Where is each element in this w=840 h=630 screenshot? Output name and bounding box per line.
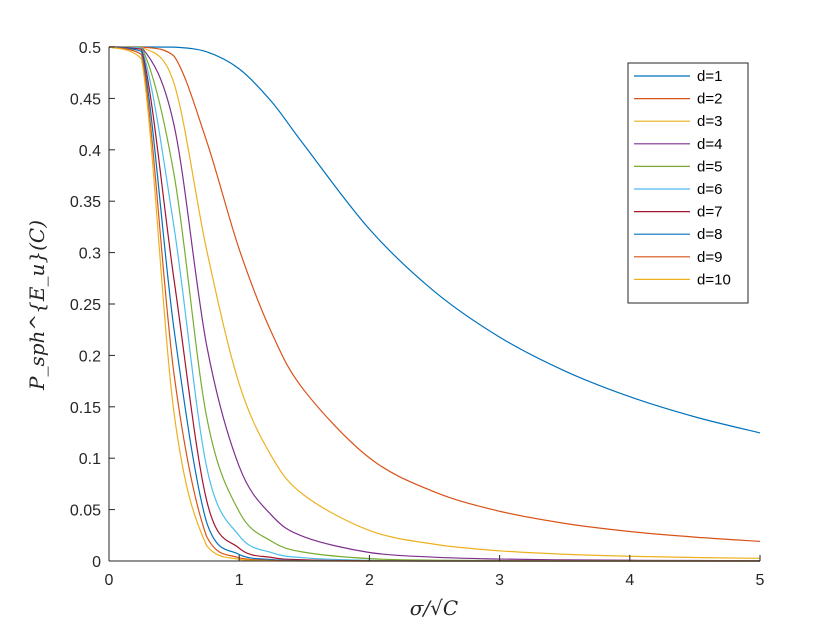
legend-label: d=4 xyxy=(697,136,722,153)
x-tick-label: 4 xyxy=(625,572,634,589)
legend-label: d=2 xyxy=(697,91,722,108)
y-tick-label: 0.3 xyxy=(79,246,101,263)
legend-label: d=9 xyxy=(697,249,722,266)
x-tick-label: 0 xyxy=(105,572,114,589)
x-tick-label: 1 xyxy=(235,572,244,589)
y-tick-label: 0.25 xyxy=(70,297,101,314)
x-tick-label: 2 xyxy=(365,572,374,589)
y-tick-label: 0.5 xyxy=(79,40,101,57)
legend-label: d=10 xyxy=(697,271,731,288)
y-tick-label: 0.05 xyxy=(70,503,101,520)
y-tick-label: 0.4 xyxy=(79,143,101,160)
legend-box xyxy=(627,62,749,304)
series-line-d4 xyxy=(108,46,761,562)
x-tick-label: 3 xyxy=(495,572,504,589)
legend-label: d=6 xyxy=(697,181,722,198)
y-tick-label: 0.45 xyxy=(70,91,101,108)
legend-label: d=1 xyxy=(697,68,722,85)
y-tick-label: 0.2 xyxy=(79,348,101,365)
y-axis-title: P_sph^{E_u}(C) xyxy=(25,220,49,391)
y-tick-label: 0 xyxy=(92,554,101,571)
ticks-layer: 0 1 2 3 4 5 0 0.05 0.1 0.15 0.2 0.25 0.3 0.35 0.4 0.45 0… xyxy=(70,40,765,589)
legend-label: d=8 xyxy=(697,226,722,243)
legend: d=1 d=2 d=3 d=4 d=5 d=6 d=7 d=8 d=9 d=10 xyxy=(627,62,749,304)
series-line-d1 xyxy=(109,46,761,434)
series-line-d2 xyxy=(109,46,761,542)
y-tick-label: 0.35 xyxy=(70,194,101,211)
x-axis-title: σ/√C xyxy=(410,596,458,620)
legend-label: d=5 xyxy=(697,158,722,175)
y-tick-label: 0.1 xyxy=(79,451,101,468)
y-tick-label: 0.15 xyxy=(70,400,101,417)
x-tick-label: 5 xyxy=(756,572,765,589)
series-line-d3 xyxy=(108,46,761,559)
legend-label: d=7 xyxy=(697,204,722,221)
legend-label: d=3 xyxy=(697,113,722,130)
